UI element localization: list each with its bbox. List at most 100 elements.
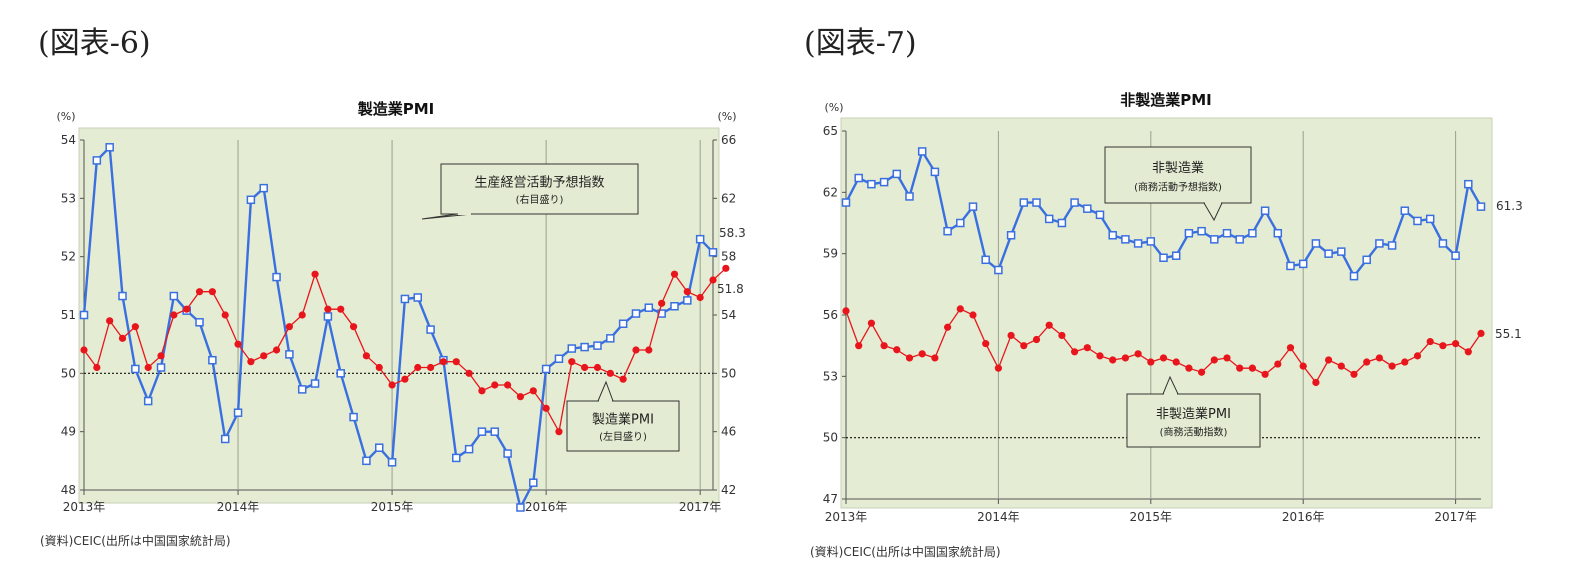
- data-point: [1452, 340, 1460, 348]
- data-point: [297, 385, 307, 394]
- y-tick-label-left: 65: [823, 124, 838, 138]
- data-point: [880, 342, 888, 350]
- data-point: [1134, 350, 1142, 358]
- data-point: [1083, 204, 1092, 213]
- y-tick-label-left: 48: [61, 483, 76, 497]
- data-point: [1325, 356, 1333, 364]
- data-point: [529, 387, 537, 395]
- y-tick-label-right: 62: [721, 191, 736, 205]
- data-point: [1413, 352, 1422, 360]
- data-point: [943, 226, 952, 236]
- data-point: [1248, 228, 1257, 238]
- data-point: [1476, 202, 1486, 211]
- data-point: [709, 276, 717, 284]
- y-unit-right: (%): [717, 110, 736, 123]
- y-tick-label-left: 50: [61, 366, 76, 380]
- data-point: [968, 202, 978, 211]
- data-point: [956, 218, 965, 228]
- data-point: [144, 363, 152, 372]
- data-point: [362, 456, 371, 466]
- data-point: [220, 434, 230, 444]
- chart-title: 製造業PMI: [357, 100, 435, 118]
- data-point: [336, 369, 345, 378]
- data-point: [1071, 348, 1079, 356]
- callout-box: [1126, 393, 1261, 448]
- data-point: [879, 177, 889, 187]
- data-point: [169, 291, 179, 301]
- y-tick-label-left: 59: [823, 247, 838, 261]
- data-point: [221, 311, 229, 319]
- data-point: [567, 344, 577, 353]
- callout-title: 非製造業PMI: [1156, 406, 1231, 422]
- end-value-label: 51.8: [717, 282, 744, 296]
- end-value-label: 58.3: [719, 226, 746, 240]
- data-point: [1464, 348, 1472, 356]
- data-point: [1096, 352, 1104, 360]
- y-unit-left: (%): [56, 110, 75, 123]
- data-point: [1438, 239, 1448, 248]
- data-point: [1159, 253, 1168, 263]
- data-point: [1274, 360, 1282, 368]
- data-point: [452, 358, 460, 366]
- data-point: [1222, 228, 1232, 238]
- y-tick-label-left: 53: [823, 369, 838, 383]
- data-point: [580, 342, 589, 352]
- series-2: [80, 264, 730, 436]
- data-point: [170, 311, 178, 319]
- data-point: [956, 305, 964, 313]
- data-point: [131, 323, 139, 331]
- figure-label-7: (図表-7): [804, 26, 917, 61]
- data-point: [1020, 342, 1028, 350]
- data-point: [131, 364, 140, 374]
- callout-title: 非製造業: [1152, 160, 1204, 176]
- data-point: [464, 444, 474, 454]
- data-point: [1426, 337, 1434, 346]
- data-point: [930, 167, 940, 177]
- data-point: [387, 458, 397, 467]
- data-point: [374, 443, 384, 452]
- data-point: [931, 354, 939, 362]
- data-point: [568, 358, 576, 366]
- data-point: [554, 354, 564, 363]
- data-point: [105, 143, 114, 152]
- data-point: [93, 363, 101, 372]
- y-unit-left: (%): [824, 101, 843, 114]
- data-point: [1147, 358, 1155, 366]
- data-point: [285, 323, 293, 331]
- x-tick-label: 2015年: [371, 500, 414, 514]
- y-tick-label-left: 49: [61, 425, 76, 439]
- data-point: [542, 404, 550, 412]
- y-tick-label-left: 56: [823, 308, 838, 322]
- data-point: [631, 309, 641, 318]
- data-point: [156, 363, 166, 372]
- source-note: (資料)CEIC(出所は中国国家統計局): [810, 544, 1001, 559]
- data-point: [1362, 255, 1371, 265]
- data-point: [311, 270, 319, 278]
- data-point: [618, 319, 628, 328]
- callout-1: 非製造業 (商務活動予想指数): [1104, 146, 1252, 222]
- y-tick-label-left: 52: [61, 250, 76, 264]
- data-point: [426, 325, 435, 334]
- data-point: [452, 453, 461, 463]
- data-point: [1312, 378, 1320, 387]
- data-point: [1439, 342, 1447, 350]
- data-point: [272, 346, 281, 354]
- data-point: [1223, 354, 1231, 362]
- data-point: [1400, 206, 1410, 215]
- callout-2: 非製造業PMI (商務活動指数): [1126, 375, 1261, 448]
- data-point: [1045, 321, 1053, 329]
- end-value-label: 61.3: [1496, 199, 1523, 213]
- data-point: [1337, 362, 1345, 370]
- data-point: [1109, 356, 1117, 364]
- data-point: [1171, 251, 1181, 260]
- data-point: [208, 288, 216, 296]
- x-tick-label: 2014年: [217, 500, 260, 514]
- data-point: [349, 323, 358, 331]
- x-tick-label: 2017年: [679, 500, 722, 514]
- data-point: [1210, 356, 1218, 364]
- callout-box: [440, 163, 639, 215]
- y-tick-label-left: 50: [823, 431, 838, 445]
- data-point: [465, 369, 473, 377]
- x-tick-label: 2014年: [977, 510, 1020, 524]
- data-point: [1286, 344, 1295, 352]
